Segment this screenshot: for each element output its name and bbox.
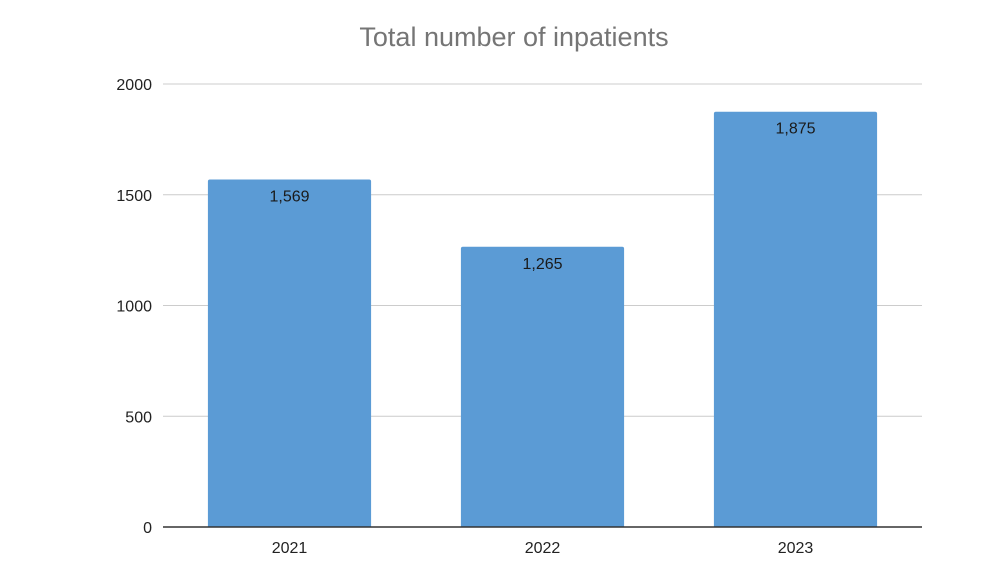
y-axis-ticks: 0 500 1000 1500 2000 [116, 77, 152, 537]
bar-2023 [713, 111, 878, 527]
data-labels: 1,569 1,265 1,875 [269, 121, 815, 273]
y-tick-label: 500 [125, 409, 152, 426]
y-tick-label: 1500 [116, 188, 152, 205]
bar-2022 [460, 246, 625, 528]
y-tick-label: 1000 [116, 299, 152, 316]
bars [207, 111, 878, 528]
data-label-2023: 1,875 [775, 121, 815, 138]
data-label-2022: 1,265 [522, 256, 562, 273]
y-tick-label: 0 [143, 520, 152, 537]
chart-title: Total number of inpatients [359, 22, 669, 52]
x-axis-ticks: 2021 2022 2023 [272, 540, 814, 557]
y-tick-label: 2000 [116, 77, 152, 94]
x-tick-label: 2023 [778, 540, 814, 557]
x-tick-label: 2022 [525, 540, 561, 557]
x-tick-label: 2021 [272, 540, 308, 557]
data-label-2021: 1,569 [269, 188, 309, 205]
bar-2021 [207, 179, 372, 528]
